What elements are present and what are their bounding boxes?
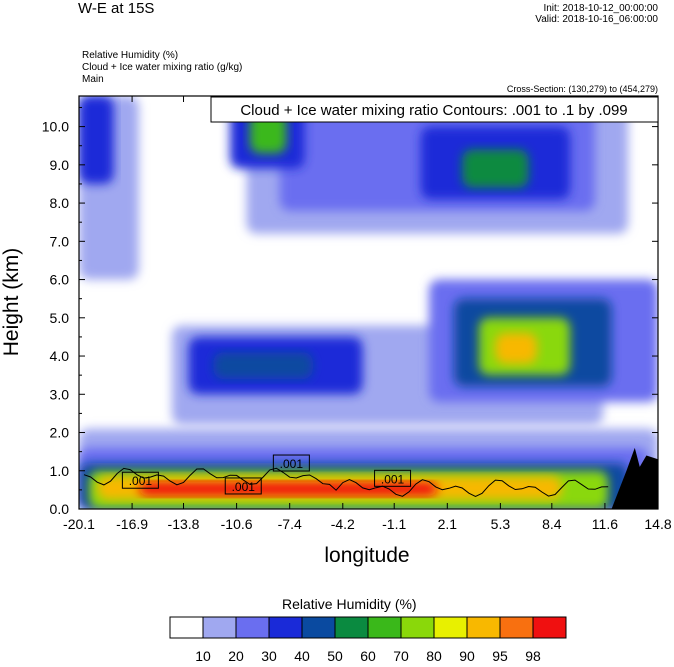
contour-label: .001 — [272, 454, 310, 472]
contour-label-box — [121, 471, 159, 489]
y-tick-label: 10.0 — [42, 119, 69, 135]
axis-ticks: -20.1 -16.9 -13.8 -10.6 -7.4 -4.2 -1.1 2.1 5.3 8.… — [42, 96, 672, 532]
y-tick-label: 2.0 — [50, 425, 70, 441]
colorbar-swatch — [499, 616, 534, 639]
colorbar-swatch — [400, 616, 435, 639]
x-tick-label: -13.8 — [168, 516, 200, 532]
colorbar-swatch — [532, 616, 567, 639]
x-tick-label: 11.6 — [592, 516, 618, 532]
variable-label-rh: Relative Humidity (%) — [82, 50, 179, 61]
colorbar-swatch — [202, 616, 237, 639]
y-tick-label: 4.0 — [50, 348, 70, 364]
x-tick-label: -16.9 — [116, 516, 148, 532]
colorbar: 10 20 30 40 50 60 70 80 90 95 98 — [169, 616, 567, 664]
contour-label-text: .001 — [232, 480, 256, 494]
x-tick-label: -10.6 — [221, 516, 253, 532]
contour-label: .001 — [374, 469, 412, 487]
colorbar-label: 10 — [195, 648, 211, 664]
colorbar-title: Relative Humidity (%) — [282, 596, 417, 612]
contour-label-text: .001 — [129, 474, 153, 488]
colorbar-swatch — [301, 616, 336, 639]
cross-section-label: Cross-Section: (130,279) to (454,279) — [506, 84, 658, 94]
contour-label-text: .001 — [381, 472, 405, 486]
contour-label: .001 — [121, 471, 159, 489]
y-tick-label: 0.0 — [50, 501, 70, 517]
x-tick-label: 14.8 — [644, 516, 671, 532]
contour-line — [83, 467, 609, 497]
humidity-region — [495, 333, 537, 364]
terrain — [611, 447, 658, 509]
colorbar-label: 80 — [426, 648, 442, 664]
colorbar-label: 95 — [492, 648, 508, 664]
humidity-region — [138, 482, 438, 496]
y-tick-label: 1.0 — [50, 463, 70, 479]
x-tick-label: 5.3 — [491, 516, 511, 532]
terrain-mask — [611, 447, 658, 509]
humidity-region — [79, 96, 114, 184]
colorbar-label: 30 — [261, 648, 277, 664]
y-tick-label: 9.0 — [50, 157, 70, 173]
contour-label-box — [374, 469, 412, 487]
y-tick-label: 5.0 — [50, 310, 70, 326]
colorbar-label: 70 — [393, 648, 409, 664]
x-tick-label: 8.4 — [542, 516, 562, 532]
variable-label-main: Main — [82, 74, 104, 85]
x-axis-title: longitude — [324, 544, 409, 567]
plot-frame — [78, 95, 659, 510]
y-axis-title: Height (km) — [0, 248, 23, 357]
colorbar-label: 90 — [459, 648, 475, 664]
y-tick-label: 8.0 — [50, 195, 70, 211]
cloud-contours — [83, 467, 609, 497]
x-tick-label: -1.1 — [382, 516, 406, 532]
colorbar-label: 60 — [360, 648, 376, 664]
colorbar-swatch — [466, 616, 501, 639]
chart-title-top: W-E at 15S — [78, 0, 155, 17]
colorbar-swatch — [367, 616, 402, 639]
colorbar-label: 98 — [525, 648, 541, 664]
contour-info-box: Cloud + Ice water mixing ratio Contours:… — [210, 96, 659, 123]
contour-label-text: .001 — [280, 457, 304, 471]
valid-time: Valid: 2018-10-16_06:00:00 — [535, 14, 658, 25]
contour-labels: .001 .001 .001 .001 — [121, 454, 412, 495]
colorbar-swatch — [433, 616, 468, 639]
humidity-region — [213, 352, 313, 379]
contour-info-text: Cloud + Ice water mixing ratio Contours:… — [240, 102, 627, 119]
humidity-region — [462, 149, 529, 188]
colorbar-label: 20 — [228, 648, 244, 664]
variable-label-cloud: Cloud + Ice water mixing ratio (g/kg) — [82, 62, 243, 73]
contour-label-box — [224, 477, 262, 495]
colorbar-swatch — [169, 616, 204, 639]
contour-label: .001 — [224, 477, 262, 495]
humidity-field — [79, 96, 658, 509]
init-time: Init: 2018-10-12_00:00:00 — [543, 3, 658, 14]
y-tick-label: 7.0 — [50, 233, 70, 249]
colorbar-swatch — [334, 616, 369, 639]
colorbar-swatch — [235, 616, 270, 639]
y-tick-label: 6.0 — [50, 272, 70, 288]
x-tick-label: -7.4 — [278, 516, 302, 532]
x-tick-label: 2.1 — [438, 516, 458, 532]
colorbar-label: 40 — [294, 648, 310, 664]
colorbar-swatch — [268, 616, 303, 639]
contour-label-box — [272, 454, 310, 472]
x-tick-label: -4.2 — [331, 516, 355, 532]
y-tick-label: 3.0 — [50, 386, 70, 402]
colorbar-label: 50 — [327, 648, 343, 664]
x-tick-label: -20.1 — [63, 516, 95, 532]
